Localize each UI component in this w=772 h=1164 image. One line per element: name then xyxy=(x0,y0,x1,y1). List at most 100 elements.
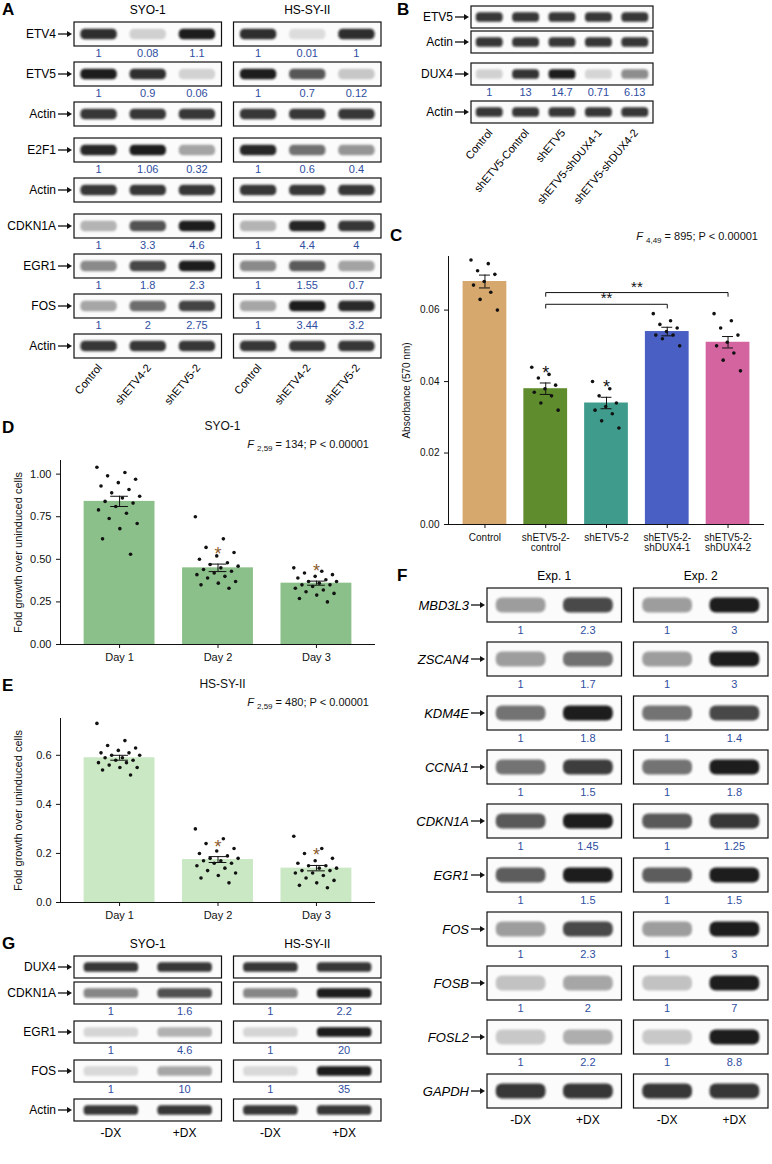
svg-text:DUX4: DUX4 xyxy=(421,67,453,81)
svg-text:1: 1 xyxy=(255,319,261,331)
svg-text:0.9: 0.9 xyxy=(140,87,155,99)
svg-text:Fold growth over uninduced cel: Fold growth over uninduced cells xyxy=(12,730,24,891)
svg-text:20: 20 xyxy=(338,1044,350,1056)
svg-text:1.45: 1.45 xyxy=(577,840,598,852)
svg-text:10: 10 xyxy=(179,1083,191,1095)
svg-text:DUX4: DUX4 xyxy=(24,960,56,974)
svg-text:1: 1 xyxy=(518,1002,524,1014)
svg-text:Exp. 1: Exp. 1 xyxy=(537,569,571,583)
svg-text:0.08: 0.08 xyxy=(137,47,158,59)
svg-text:B: B xyxy=(397,0,409,19)
svg-text:0.00: 0.00 xyxy=(30,638,51,650)
svg-text:1.00: 1.00 xyxy=(30,468,51,480)
svg-text:F: F xyxy=(397,566,407,585)
svg-text:1: 1 xyxy=(267,1005,273,1017)
svg-text:shETV5-2-shDUX4-1: shETV5-2-shDUX4-1 xyxy=(643,532,691,553)
svg-text:4.6: 4.6 xyxy=(177,1044,192,1056)
svg-text:shETV5-2: shETV5-2 xyxy=(584,532,629,543)
svg-text:Control: Control xyxy=(469,532,501,543)
svg-text:1: 1 xyxy=(518,894,524,906)
svg-text:*: * xyxy=(214,837,221,857)
svg-text:2: 2 xyxy=(585,1002,591,1014)
svg-text:1.5: 1.5 xyxy=(580,786,595,798)
svg-text:0.7: 0.7 xyxy=(349,279,364,291)
svg-text:Control: Control xyxy=(463,127,495,162)
svg-text:-DX: -DX xyxy=(657,1113,678,1127)
svg-text:*: * xyxy=(313,845,320,865)
svg-text:Day 2: Day 2 xyxy=(204,909,233,921)
svg-text:CDKN1A: CDKN1A xyxy=(416,814,469,829)
svg-text:Absorbance (570 nm): Absorbance (570 nm) xyxy=(401,342,412,438)
svg-text:shETV5-2: shETV5-2 xyxy=(321,362,362,407)
svg-text:SYO-1: SYO-1 xyxy=(130,3,166,17)
svg-text:GAPDH: GAPDH xyxy=(423,1084,470,1099)
svg-text:Day 2: Day 2 xyxy=(204,651,233,663)
svg-text:shETV4-2: shETV4-2 xyxy=(113,362,154,407)
svg-text:4.4: 4.4 xyxy=(300,239,315,251)
svg-text:1: 1 xyxy=(255,279,261,291)
svg-text:0.6: 0.6 xyxy=(300,163,315,175)
svg-text:MBD3L3: MBD3L3 xyxy=(418,598,469,613)
svg-text:0.7: 0.7 xyxy=(300,87,315,99)
svg-text:1: 1 xyxy=(255,87,261,99)
svg-text:0.75: 0.75 xyxy=(30,510,51,522)
svg-text:1: 1 xyxy=(108,1044,114,1056)
svg-text:FOSL2: FOSL2 xyxy=(428,1030,470,1045)
svg-text:Day 3: Day 3 xyxy=(302,909,331,921)
svg-text:1.5: 1.5 xyxy=(727,894,742,906)
svg-text:-DX: -DX xyxy=(101,1126,122,1140)
svg-text:13: 13 xyxy=(519,86,531,98)
svg-text:35: 35 xyxy=(338,1083,350,1095)
svg-text:0.04: 0.04 xyxy=(420,376,440,387)
svg-text:Exp. 2: Exp. 2 xyxy=(684,569,718,583)
svg-text:0.25: 0.25 xyxy=(30,595,51,607)
svg-text:A: A xyxy=(2,0,14,19)
svg-text:*: * xyxy=(603,377,610,397)
svg-text:shETV5: shETV5 xyxy=(533,127,567,165)
svg-text:0.4: 0.4 xyxy=(349,163,364,175)
svg-text:3: 3 xyxy=(731,678,737,690)
svg-text:0.01: 0.01 xyxy=(297,47,318,59)
svg-text:0.06: 0.06 xyxy=(186,87,207,99)
svg-text:0.02: 0.02 xyxy=(420,447,440,458)
svg-text:*: * xyxy=(313,561,320,581)
svg-text:1: 1 xyxy=(664,732,670,744)
svg-text:3.3: 3.3 xyxy=(140,239,155,251)
svg-text:6.13: 6.13 xyxy=(624,86,645,98)
svg-text:EGR1: EGR1 xyxy=(23,259,56,273)
svg-text:1: 1 xyxy=(255,47,261,59)
svg-text:8.8: 8.8 xyxy=(727,1056,742,1068)
svg-text:0.00: 0.00 xyxy=(420,519,440,530)
svg-text:ETV5: ETV5 xyxy=(26,67,56,81)
svg-text:1.1: 1.1 xyxy=(189,47,204,59)
svg-text:ETV4: ETV4 xyxy=(26,27,56,41)
svg-text:1.06: 1.06 xyxy=(137,163,158,175)
svg-text:shETV5-shDUX4-1: shETV5-shDUX4-1 xyxy=(535,127,604,206)
svg-text:3.44: 3.44 xyxy=(297,319,318,331)
svg-text:ZSCAN4: ZSCAN4 xyxy=(417,652,469,667)
svg-text:+DX: +DX xyxy=(332,1126,356,1140)
svg-text:1.8: 1.8 xyxy=(727,786,742,798)
svg-text:shETV5-2-shDUX4-2: shETV5-2-shDUX4-2 xyxy=(704,532,752,553)
svg-text:0.71: 0.71 xyxy=(588,86,609,98)
svg-text:0.4: 0.4 xyxy=(36,798,51,810)
svg-text:FOS: FOS xyxy=(442,922,469,937)
svg-text:1: 1 xyxy=(96,319,102,331)
svg-text:1: 1 xyxy=(518,624,524,636)
svg-text:0.6: 0.6 xyxy=(36,749,51,761)
svg-text:Actin: Actin xyxy=(426,35,453,49)
svg-text:7: 7 xyxy=(731,1002,737,1014)
svg-text:2.3: 2.3 xyxy=(580,948,595,960)
svg-text:Day 3: Day 3 xyxy=(302,651,331,663)
svg-text:1.6: 1.6 xyxy=(177,1005,192,1017)
svg-text:14.7: 14.7 xyxy=(551,86,572,98)
svg-text:Actin: Actin xyxy=(29,1103,56,1117)
svg-text:HS-SY-II: HS-SY-II xyxy=(284,3,330,17)
svg-text:1: 1 xyxy=(96,47,102,59)
svg-text:1: 1 xyxy=(255,239,261,251)
svg-text:1: 1 xyxy=(664,624,670,636)
svg-text:-DX: -DX xyxy=(260,1126,281,1140)
svg-text:ETV5: ETV5 xyxy=(423,10,453,24)
svg-text:EGR1: EGR1 xyxy=(23,1025,56,1039)
svg-text:Control: Control xyxy=(232,362,264,397)
